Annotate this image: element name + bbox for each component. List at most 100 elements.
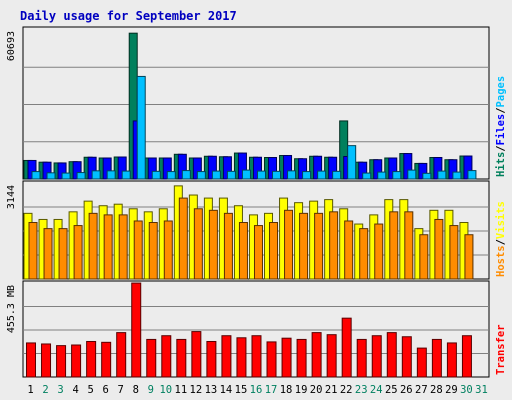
bar-pages-day-14 xyxy=(226,170,236,180)
bar-hosts-day-23 xyxy=(359,228,369,280)
bar-transfer-day-14 xyxy=(221,335,232,378)
legend-separator: / xyxy=(495,145,507,151)
x-tick-label: 19 xyxy=(295,384,308,396)
bar-hosts-day-5 xyxy=(88,212,98,280)
bar-transfer-day-16 xyxy=(251,335,262,378)
bar-transfer-day-20 xyxy=(311,332,322,378)
bar-pages-day-3 xyxy=(61,172,71,180)
side-legend: Hosts/Visits xyxy=(495,201,507,277)
x-tick-label: 16 xyxy=(250,384,263,396)
legend-label-transfer: Transfer xyxy=(495,324,507,375)
x-tick-label: 17 xyxy=(265,384,278,396)
bar-pages-day-20 xyxy=(317,170,327,180)
legend-label-hits: Hits xyxy=(495,152,507,177)
bar-transfer-day-13 xyxy=(206,340,217,378)
bar-pages-day-21 xyxy=(332,170,342,180)
bar-transfer-day-26 xyxy=(401,336,412,378)
x-tick-label: 31 xyxy=(475,384,488,396)
bar-transfer-day-30 xyxy=(461,335,472,378)
bar-hosts-day-10 xyxy=(163,220,173,280)
panel-transfer: 455.3 MB Transfer xyxy=(6,280,507,378)
bar-pages-day-9 xyxy=(151,170,161,180)
bar-pages-day-11 xyxy=(181,170,191,180)
bar-transfer-day-27 xyxy=(416,347,427,378)
max-value-label: 455.3 MB xyxy=(6,285,17,333)
x-tick-label: 23 xyxy=(355,384,368,396)
x-tick-label: 1 xyxy=(27,384,33,396)
bar-pages-day-2 xyxy=(46,172,56,180)
x-tick-label: 2 xyxy=(42,384,48,396)
bar-transfer-day-8 xyxy=(131,282,142,378)
bar-pages-day-13 xyxy=(211,170,221,180)
x-tick-label: 7 xyxy=(118,384,124,396)
bar-hosts-day-19 xyxy=(299,212,309,280)
bar-hosts-day-16 xyxy=(253,225,263,280)
bar-hosts-day-15 xyxy=(238,222,248,280)
bar-hosts-day-3 xyxy=(58,228,68,280)
bar-pages-day-25 xyxy=(392,171,402,180)
legend-label-pages: Pages xyxy=(495,76,507,108)
x-tick-label: 29 xyxy=(445,384,458,396)
max-value-label: 60693 xyxy=(6,31,17,61)
x-tick-label: 6 xyxy=(103,384,109,396)
x-tick-label: 28 xyxy=(430,384,443,396)
bar-hosts-day-17 xyxy=(269,222,279,280)
bar-transfer-day-6 xyxy=(101,341,112,378)
x-tick-label: 22 xyxy=(340,384,353,396)
bar-pages-day-24 xyxy=(377,171,387,180)
bar-pages-day-5 xyxy=(91,170,101,180)
bar-transfer-day-18 xyxy=(281,337,292,378)
bar-transfer-day-4 xyxy=(71,344,82,378)
bar-pages-day-10 xyxy=(166,171,176,180)
x-tick-label: 4 xyxy=(72,384,78,396)
bar-hosts-day-29 xyxy=(449,225,459,280)
bar-hosts-day-4 xyxy=(73,225,83,280)
x-axis-day-labels: 1 2 3 4 5 6 7 8 9 10 11 12 13 14 15 16 17 18 19 20 21 22 23 24 2… xyxy=(27,384,487,396)
bar-pages-day-29 xyxy=(452,171,462,180)
x-tick-label: 27 xyxy=(415,384,428,396)
bar-transfer-day-7 xyxy=(116,332,127,378)
bar-transfer-day-15 xyxy=(236,337,247,378)
x-tick-label: 5 xyxy=(87,384,93,396)
bar-hosts-day-26 xyxy=(404,211,414,280)
bar-hosts-day-1 xyxy=(28,222,38,280)
legend-label-hosts: Hosts xyxy=(495,245,507,277)
side-legend-text: Transfer xyxy=(495,324,507,375)
x-tick-label: 30 xyxy=(460,384,473,396)
legend-separator: / xyxy=(495,239,507,245)
bar-pages-day-15 xyxy=(241,169,251,180)
x-tick-label: 12 xyxy=(190,384,203,396)
legend-label-files: Files xyxy=(495,114,507,146)
side-legend-text: Hits/Files/Pages xyxy=(495,76,507,177)
bar-hosts-day-6 xyxy=(103,214,113,280)
bar-pages-day-1 xyxy=(31,171,41,180)
legend-separator: / xyxy=(495,107,507,113)
bar-transfer-day-21 xyxy=(326,334,337,378)
bar-hosts-day-11 xyxy=(178,197,188,280)
bar-transfer-day-5 xyxy=(86,340,97,378)
x-tick-label: 24 xyxy=(370,384,383,396)
series-visits xyxy=(23,185,469,280)
bar-hosts-day-12 xyxy=(193,208,203,280)
bar-hosts-day-21 xyxy=(329,211,339,280)
x-tick-label: 20 xyxy=(310,384,323,396)
bar-transfer-day-24 xyxy=(371,335,382,378)
bar-transfer-day-23 xyxy=(356,338,367,378)
bar-pages-day-17 xyxy=(272,170,282,180)
bar-hosts-day-13 xyxy=(208,209,218,280)
bar-hosts-day-2 xyxy=(43,228,53,280)
bar-transfer-day-1 xyxy=(26,342,36,378)
bar-pages-day-26 xyxy=(407,169,417,180)
series-hosts xyxy=(28,197,474,280)
chart-title: Daily usage for September 2017 xyxy=(20,9,237,23)
bar-hosts-day-28 xyxy=(434,218,444,280)
bar-transfer-day-22 xyxy=(341,317,352,378)
x-tick-label: 10 xyxy=(159,384,172,396)
bar-hosts-day-27 xyxy=(419,234,429,280)
bar-transfer-day-9 xyxy=(146,338,157,378)
x-tick-label: 21 xyxy=(325,384,338,396)
bar-transfer-day-17 xyxy=(266,341,277,378)
chart-panels: 60693Hits/Files/Pages3144Hosts/Visits455… xyxy=(6,26,507,378)
x-tick-label: 13 xyxy=(205,384,218,396)
